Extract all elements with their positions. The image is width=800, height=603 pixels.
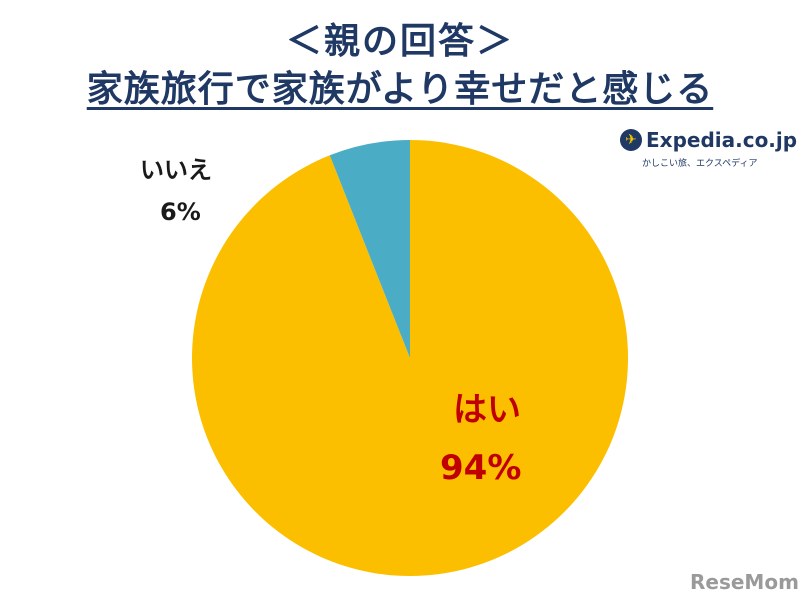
- pie-slice-no: [329, 140, 410, 358]
- chart-title-line2: 家族旅行で家族がより幸せだと感じる: [0, 60, 800, 112]
- slice-value-no: 6%: [160, 198, 201, 226]
- chart-title-line2-text: 家族旅行で家族がより幸せだと感じる: [86, 69, 714, 110]
- pie-slice-yes: [192, 140, 629, 576]
- logo-tagline: かしこい旅、エクスペディア: [642, 159, 758, 169]
- logo-name: Expedia.co.jp: [646, 128, 798, 152]
- expedia-logo: ✈ Expedia.co.jp かしこい旅、エクスペディア: [620, 128, 797, 178]
- slice-value-yes: 94%: [440, 448, 522, 488]
- plane-icon: ✈: [620, 129, 642, 151]
- slice-label-yes: はい: [453, 390, 521, 430]
- watermark: ReseMom: [690, 570, 799, 594]
- chart-title-line1: ＜親の回答＞: [285, 21, 514, 62]
- slice-label-no: いいえ: [140, 156, 212, 184]
